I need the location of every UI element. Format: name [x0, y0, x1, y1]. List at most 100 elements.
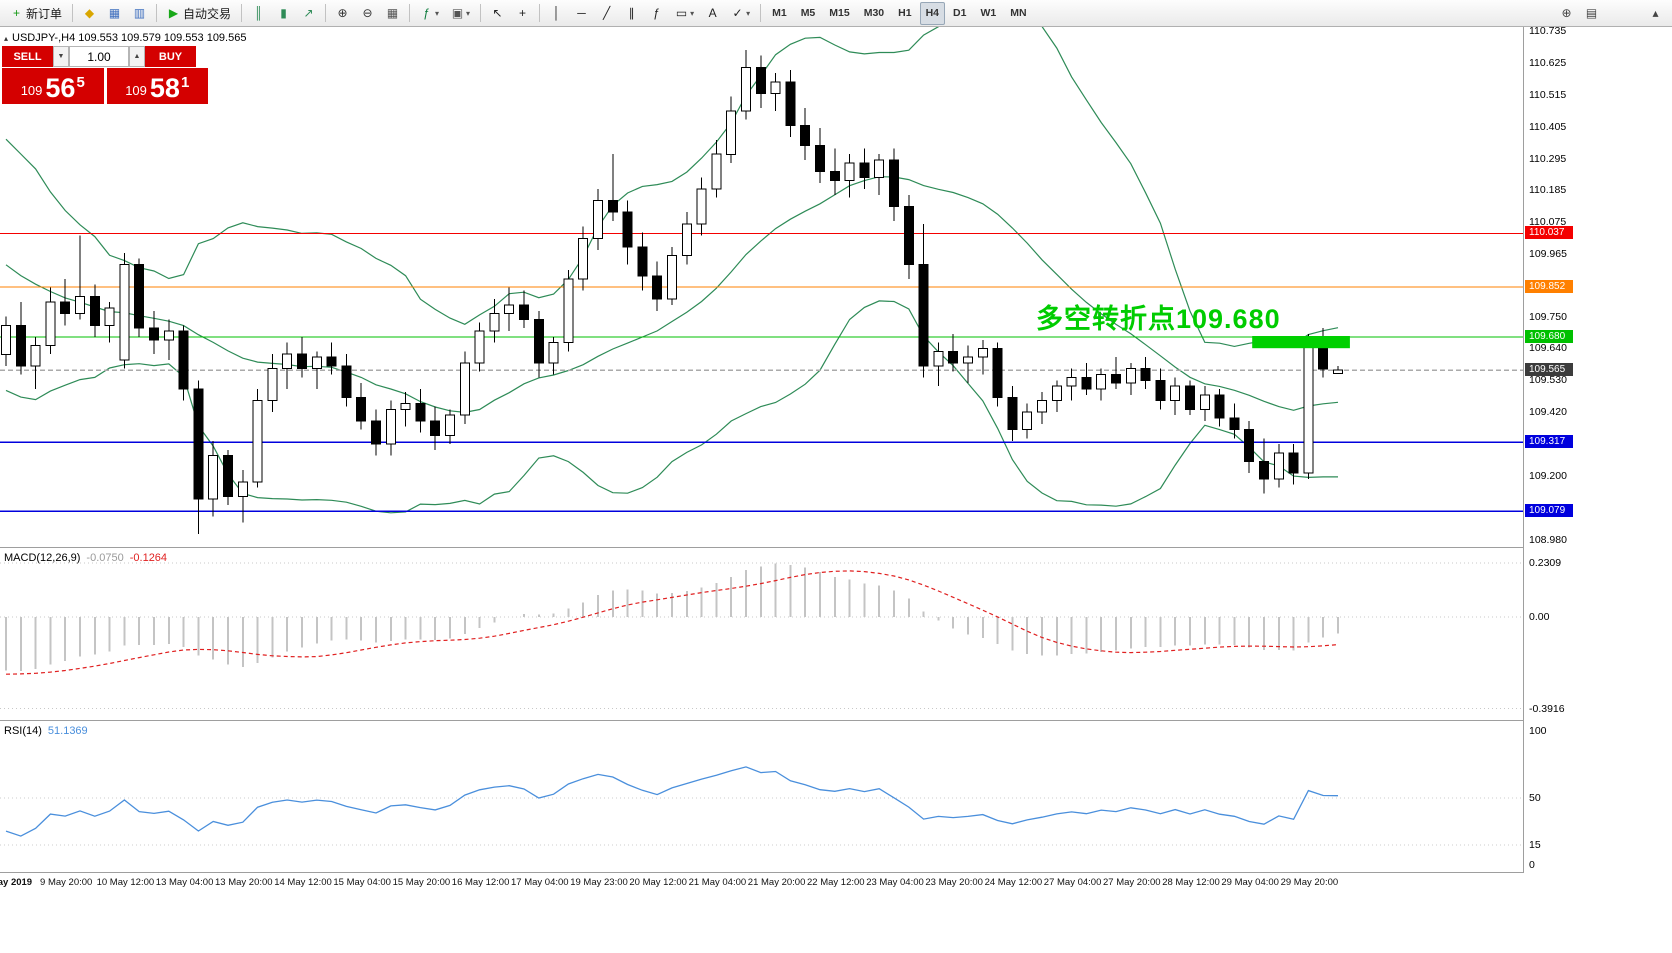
quick-zoom-icon[interactable]: ⊕ — [1555, 2, 1578, 25]
timeframe-h4[interactable]: H4 — [919, 1, 946, 25]
time-label: 22 May 12:00 — [807, 877, 865, 888]
timeframe-label: M15 — [829, 7, 850, 19]
volume-increase-button[interactable]: ▲ — [129, 46, 145, 67]
timeframe-m5[interactable]: M5 — [795, 2, 822, 25]
bar-chart-type-icon[interactable]: ║ — [247, 2, 270, 25]
sell-price-pips: 56 — [45, 73, 76, 104]
profile-icon[interactable]: ◆ — [78, 2, 101, 25]
dropdown-caret-icon[interactable]: ▾ — [746, 8, 751, 18]
pivot-highlight-bar[interactable] — [1252, 336, 1350, 349]
price-chart[interactable] — [0, 27, 1523, 547]
candles-layer — [1, 49, 1343, 534]
tile-windows-icon[interactable]: ▦ — [381, 2, 404, 25]
text-label-icon[interactable]: A — [701, 2, 724, 25]
volume-input[interactable] — [69, 46, 129, 67]
dropdown-caret-icon[interactable]: ▾ — [435, 8, 440, 18]
timeframe-m1[interactable]: M1 — [766, 2, 793, 25]
zoom-in-icon[interactable]: ⊕ — [331, 2, 354, 25]
toolbar-separator — [72, 4, 74, 22]
buy-price-point: 1 — [180, 74, 190, 91]
price-tick: 109.530 — [1529, 374, 1567, 387]
time-label: 13 May 20:00 — [215, 877, 273, 888]
timeframe-label: M5 — [800, 7, 816, 19]
timeframe-d1[interactable]: D1 — [947, 2, 972, 25]
timeframe-label: D1 — [953, 7, 967, 19]
toolbar-separator — [760, 4, 762, 22]
toolbar-separator — [156, 4, 158, 22]
market-watch-icon[interactable]: ▦ — [103, 2, 126, 25]
timeframe-h1[interactable]: H1 — [892, 2, 917, 25]
new-order-button[interactable]: + 新订单 — [5, 2, 67, 25]
rsi-pane[interactable] — [0, 721, 1523, 872]
shapes-icon[interactable]: ▭ ▾ — [670, 2, 699, 25]
timeframe-mn[interactable]: MN — [1004, 2, 1032, 25]
volume-decrease-button[interactable]: ▼ — [53, 46, 69, 67]
candlestick-chart-type-icon[interactable]: ▮ — [272, 2, 295, 25]
quick-zoom-icon: ⊕ — [1561, 6, 1572, 20]
time-label: 21 May 20:00 — [747, 877, 806, 888]
indicators-icon[interactable]: ƒ ▾ — [415, 2, 444, 25]
vertical-line-icon[interactable]: │ — [545, 2, 568, 25]
channel-icon: ∥ — [628, 6, 635, 20]
chart-panel-icon[interactable]: ▤ — [1580, 2, 1603, 25]
templates-icon[interactable]: ▣ ▾ — [446, 2, 475, 25]
time-label: 27 May 20:00 — [1103, 877, 1161, 888]
horizontal-line-icon[interactable]: ─ — [570, 2, 593, 25]
autotrading-button[interactable]: ▶ 自动交易 — [162, 2, 236, 25]
macd-signal-line — [5, 570, 1339, 675]
price-tag-109.680: 109.680 — [1525, 329, 1573, 343]
time-label: 15 May 20:00 — [392, 877, 451, 888]
buy-button[interactable]: BUY — [145, 46, 196, 67]
price-tick: 110.735 — [1529, 25, 1567, 38]
autotrading-button: ▶ — [168, 6, 179, 20]
data-window-icon[interactable]: ▥ — [128, 2, 151, 25]
cursor-icon: ↖ — [492, 6, 503, 20]
price-tick: 110.185 — [1529, 184, 1567, 197]
pivot-annotation-text[interactable]: 多空转折点109.680 — [1036, 304, 1281, 334]
dropdown-caret-icon[interactable]: ▾ — [466, 8, 471, 18]
macd-scale-label: 0.2309 — [1529, 556, 1562, 569]
time-label: 29 May 04:00 — [1221, 877, 1279, 888]
timeframe-m30[interactable]: M30 — [858, 2, 890, 25]
timeframe-w1[interactable]: W1 — [974, 2, 1002, 25]
dropdown-caret-icon[interactable]: ▾ — [690, 8, 695, 18]
macd-pane[interactable] — [0, 548, 1523, 720]
macd-scale-label: -0.3916 — [1529, 702, 1565, 715]
line-chart-type-icon[interactable]: ↗ — [297, 2, 320, 25]
price-tick: 108.980 — [1529, 533, 1567, 546]
trendline-icon[interactable]: ╱ — [595, 2, 618, 25]
sell-price[interactable]: 109 56 5 — [2, 68, 104, 104]
tile-windows-icon: ▦ — [386, 6, 399, 20]
crosshair-icon[interactable]: + — [511, 2, 534, 25]
timeframe-m15[interactable]: M15 — [823, 2, 855, 25]
one-click-trade-panel: SELL ▼ ▲ BUY 109 56 5 109 58 1 — [2, 46, 208, 104]
timeframe-label: MN — [1010, 7, 1027, 19]
macd-main-value: -0.0750 — [86, 552, 124, 564]
arrow-objects-icon[interactable]: ✓ ▾ — [726, 2, 755, 25]
price-tag-109.317: 109.317 — [1525, 435, 1573, 449]
pane-splitter[interactable] — [0, 720, 1672, 721]
channel-icon[interactable]: ∥ — [620, 2, 643, 25]
sell-price-base: 109 — [20, 82, 43, 98]
profile-icon: ◆ — [84, 6, 95, 20]
pane-splitter[interactable] — [0, 547, 1672, 548]
cursor-icon[interactable]: ↖ — [486, 2, 509, 25]
price-tick: 110.405 — [1529, 120, 1567, 133]
buy-price[interactable]: 109 58 1 — [106, 68, 208, 104]
timeframe-label: W1 — [980, 7, 997, 19]
sell-button[interactable]: SELL — [2, 46, 53, 67]
fibonacci-icon[interactable]: ƒ — [645, 2, 668, 25]
rsi-scale-label: 50 — [1529, 791, 1541, 804]
price-tag-109.852: 109.852 — [1525, 280, 1573, 293]
market-watch-icon: ▦ — [108, 6, 121, 20]
sell-price-point: 5 — [76, 74, 85, 91]
price-tag-109.079: 109.079 — [1525, 504, 1573, 518]
chart-window[interactable]: 110.735 110.625 110.515 110.405 110.295 110.1… — [0, 25, 1672, 953]
toolbar-collapse-icon[interactable]: ▴ — [1644, 2, 1667, 25]
zoom-out-icon[interactable]: ⊖ — [356, 2, 379, 25]
timeframe-label: H4 — [925, 7, 940, 19]
price-scale[interactable]: 110.735 110.625 110.515 110.405 110.295 110.1… — [1523, 25, 1672, 873]
time-label: 23 May 04:00 — [866, 877, 924, 888]
